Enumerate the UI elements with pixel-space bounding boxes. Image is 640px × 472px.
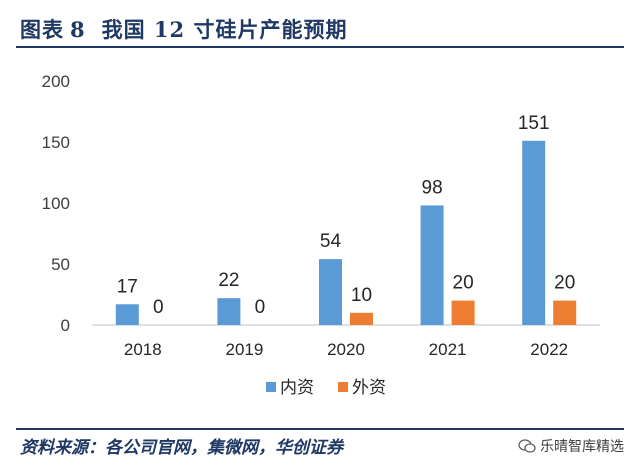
x-tick-label-2019: 2019: [225, 340, 263, 359]
source-rule: [16, 428, 624, 430]
bar-series1-2022: [553, 300, 577, 325]
data-label-series0-2019: 22: [218, 270, 239, 291]
figure-title: 图表 8 我国 12 寸硅片产能预期: [20, 14, 347, 44]
data-label-series1-2019: 0: [255, 297, 266, 318]
data-label-series1-2020: 10: [351, 285, 372, 306]
data-label-series0-2020: 54: [320, 231, 342, 252]
legend-swatch-0: [266, 382, 276, 392]
bar-chart: 0501001502001702018220201954102020982020…: [42, 72, 600, 397]
data-label-series0-2018: 17: [117, 276, 138, 297]
figure-title-text: 我国 12 寸硅片产能预期: [101, 17, 348, 42]
bar-series1-2020: [350, 312, 373, 325]
source-note: 资料来源：各公司官网，集微网，华创证券: [20, 438, 343, 458]
data-label-series0-2021: 98: [422, 177, 443, 198]
legend-swatch-1: [338, 382, 348, 392]
data-label-series1-2022: 20: [554, 273, 575, 294]
title-rule: [16, 46, 624, 48]
x-tick-label-2022: 2022: [530, 340, 568, 359]
data-label-series1-2018: 0: [153, 297, 164, 318]
bar-series0-2018: [115, 304, 139, 325]
y-tick-label-0: 0: [61, 316, 70, 335]
x-tick-label-2021: 2021: [429, 340, 467, 359]
figure-number: 8: [70, 17, 86, 42]
figure-label: 图表: [20, 17, 64, 42]
bar-series0-2020: [319, 259, 342, 325]
x-tick-label-2018: 2018: [124, 340, 162, 359]
x-tick-label-2020: 2020: [327, 340, 365, 359]
watermark-text: 乐晴智库精选: [540, 439, 624, 455]
y-tick-label-2: 100: [42, 194, 70, 213]
bar-series0-2022: [522, 140, 546, 325]
bar-series0-2019: [217, 298, 241, 325]
y-tick-label-1: 50: [51, 255, 70, 274]
watermark: 乐晴智库精选: [518, 436, 624, 456]
data-label-series0-2022: 151: [518, 113, 550, 134]
bar-series0-2021: [420, 205, 444, 325]
bar-series1-2021: [451, 300, 475, 325]
y-tick-label-3: 150: [42, 133, 70, 152]
wechat-icon: [518, 439, 536, 453]
legend-label-1: 外资: [352, 378, 386, 397]
legend-label-0: 内资: [280, 378, 314, 397]
y-tick-label-4: 200: [42, 72, 70, 91]
data-label-series1-2021: 20: [453, 273, 474, 294]
